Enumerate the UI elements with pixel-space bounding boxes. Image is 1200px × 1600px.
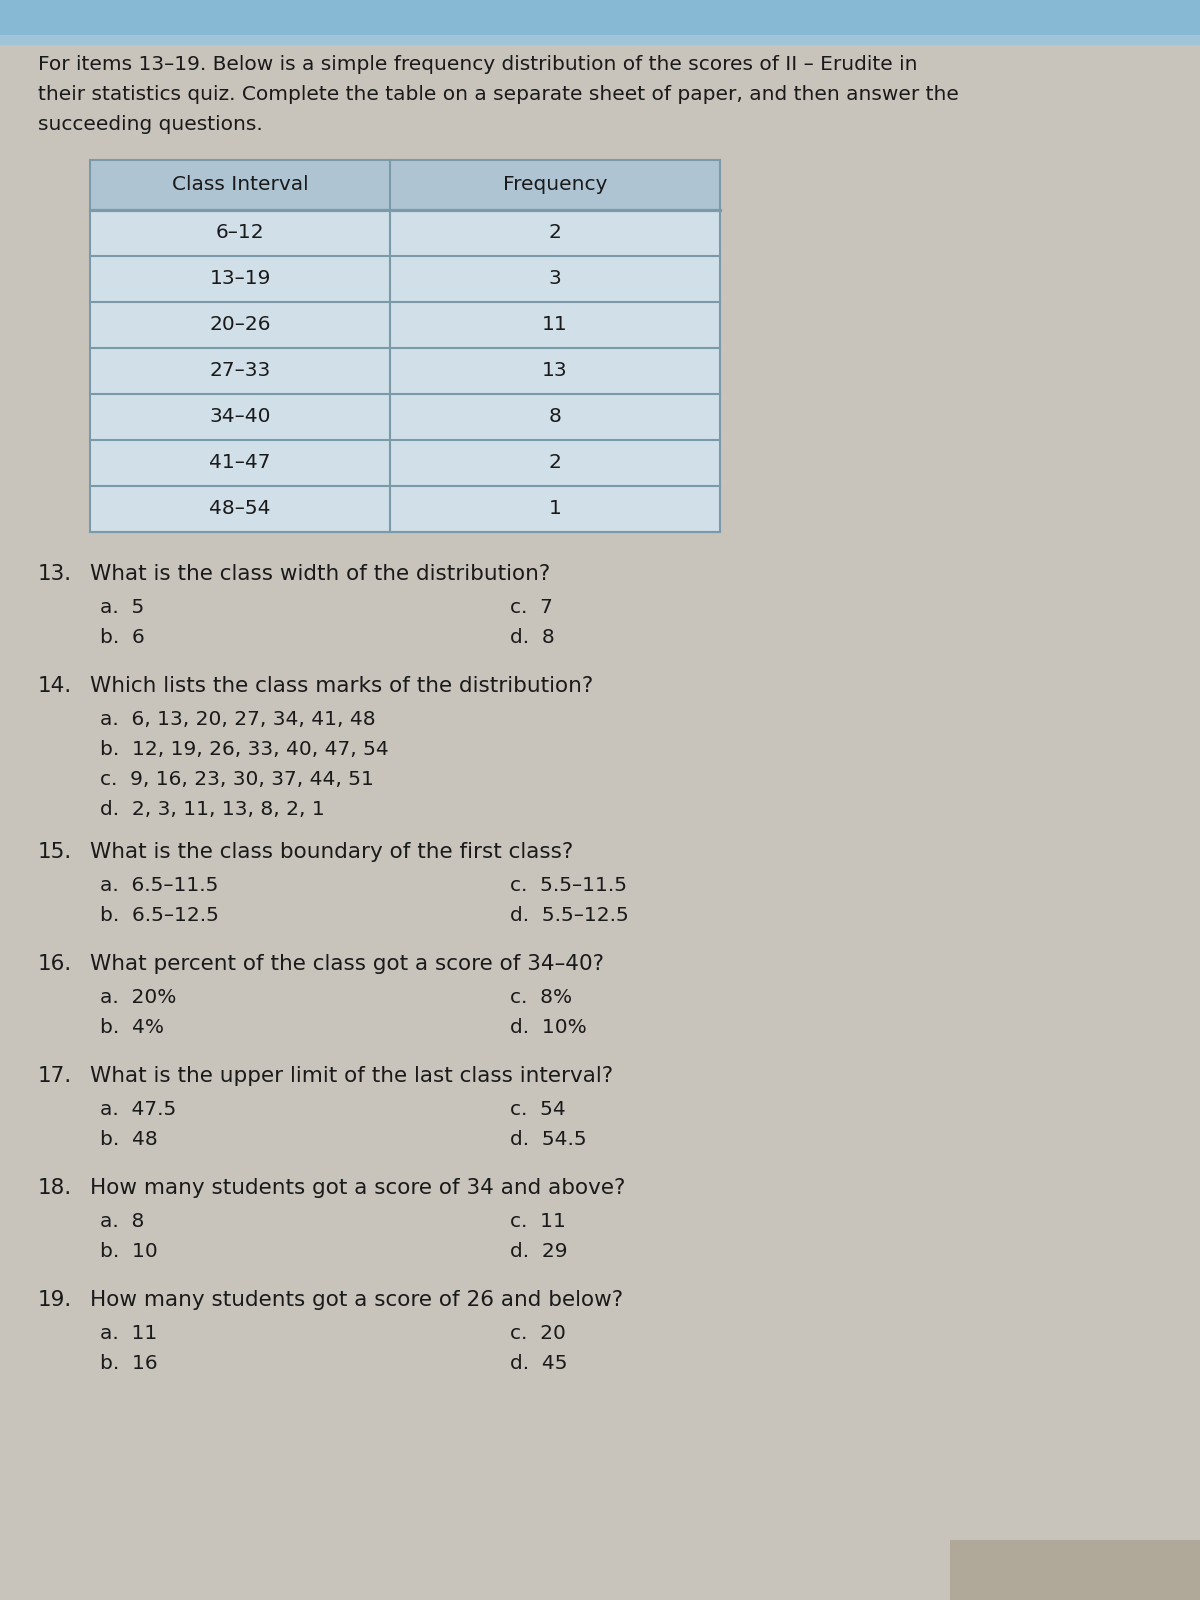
Text: 13.: 13.: [38, 565, 72, 584]
Bar: [90, 210, 720, 256]
Text: c.  9, 16, 23, 30, 37, 44, 51: c. 9, 16, 23, 30, 37, 44, 51: [100, 770, 374, 789]
Text: a.  5: a. 5: [100, 598, 144, 618]
Text: a.  47.5: a. 47.5: [100, 1101, 176, 1118]
Text: Class Interval: Class Interval: [172, 176, 308, 195]
Bar: [90, 160, 720, 210]
Text: b.  48: b. 48: [100, 1130, 157, 1149]
Text: 6–12: 6–12: [216, 224, 264, 243]
Text: What is the class width of the distribution?: What is the class width of the distribut…: [90, 565, 551, 584]
Text: a.  6, 13, 20, 27, 34, 41, 48: a. 6, 13, 20, 27, 34, 41, 48: [100, 710, 376, 730]
Text: d.  10%: d. 10%: [510, 1018, 587, 1037]
Text: a.  6.5–11.5: a. 6.5–11.5: [100, 877, 218, 894]
Text: c.  5.5–11.5: c. 5.5–11.5: [510, 877, 628, 894]
Text: a.  11: a. 11: [100, 1325, 157, 1342]
Text: b.  4%: b. 4%: [100, 1018, 164, 1037]
Bar: [90, 394, 720, 440]
Bar: [90, 302, 720, 349]
Text: c.  20: c. 20: [510, 1325, 566, 1342]
Bar: [90, 440, 720, 486]
Text: c.  8%: c. 8%: [510, 987, 572, 1006]
Text: b.  6.5–12.5: b. 6.5–12.5: [100, 906, 218, 925]
Text: b.  10: b. 10: [100, 1242, 157, 1261]
Text: c.  54: c. 54: [510, 1101, 565, 1118]
Bar: [90, 256, 720, 302]
Text: a.  20%: a. 20%: [100, 987, 176, 1006]
Text: b.  16: b. 16: [100, 1354, 157, 1373]
Text: 14.: 14.: [38, 675, 72, 696]
Text: c.  7: c. 7: [510, 598, 553, 618]
Text: 16.: 16.: [38, 954, 72, 974]
Text: What is the class boundary of the first class?: What is the class boundary of the first …: [90, 842, 574, 862]
Text: 48–54: 48–54: [209, 499, 271, 518]
Text: d.  54.5: d. 54.5: [510, 1130, 587, 1149]
Text: Frequency: Frequency: [503, 176, 607, 195]
Text: 27–33: 27–33: [209, 362, 271, 381]
Text: 20–26: 20–26: [209, 315, 271, 334]
Text: 11: 11: [542, 315, 568, 334]
Text: 17.: 17.: [38, 1066, 72, 1086]
Text: 8: 8: [548, 408, 562, 427]
Text: How many students got a score of 34 and above?: How many students got a score of 34 and …: [90, 1178, 625, 1198]
Text: d.  29: d. 29: [510, 1242, 568, 1261]
Text: succeeding questions.: succeeding questions.: [38, 115, 263, 134]
Text: For items 13–19. Below is a simple frequency distribution of the scores of II – : For items 13–19. Below is a simple frequ…: [38, 54, 918, 74]
Text: 3: 3: [548, 269, 562, 288]
Bar: [0, 0, 1200, 35]
Bar: [90, 349, 720, 394]
Text: 2: 2: [548, 453, 562, 472]
Bar: [0, 35, 1200, 45]
Text: 1: 1: [548, 499, 562, 518]
Text: What is the upper limit of the last class interval?: What is the upper limit of the last clas…: [90, 1066, 613, 1086]
Text: d.  45: d. 45: [510, 1354, 568, 1373]
Bar: [950, 1539, 1200, 1600]
Text: How many students got a score of 26 and below?: How many students got a score of 26 and …: [90, 1290, 623, 1310]
Text: b.  6: b. 6: [100, 627, 145, 646]
Text: their statistics quiz. Complete the table on a separate sheet of paper, and then: their statistics quiz. Complete the tabl…: [38, 85, 959, 104]
Text: 41–47: 41–47: [209, 453, 271, 472]
Text: 15.: 15.: [38, 842, 72, 862]
Text: 19.: 19.: [38, 1290, 72, 1310]
Text: d.  8: d. 8: [510, 627, 554, 646]
Text: 13–19: 13–19: [209, 269, 271, 288]
Text: a.  8: a. 8: [100, 1213, 144, 1230]
Text: d.  2, 3, 11, 13, 8, 2, 1: d. 2, 3, 11, 13, 8, 2, 1: [100, 800, 325, 819]
Text: d.  5.5–12.5: d. 5.5–12.5: [510, 906, 629, 925]
Text: 2: 2: [548, 224, 562, 243]
Text: What percent of the class got a score of 34–40?: What percent of the class got a score of…: [90, 954, 604, 974]
Text: c.  11: c. 11: [510, 1213, 566, 1230]
Text: Which lists the class marks of the distribution?: Which lists the class marks of the distr…: [90, 675, 593, 696]
Text: b.  12, 19, 26, 33, 40, 47, 54: b. 12, 19, 26, 33, 40, 47, 54: [100, 739, 389, 758]
Bar: [90, 486, 720, 531]
Text: 18.: 18.: [38, 1178, 72, 1198]
Text: 34–40: 34–40: [209, 408, 271, 427]
Bar: [90, 160, 720, 531]
Text: 13: 13: [542, 362, 568, 381]
